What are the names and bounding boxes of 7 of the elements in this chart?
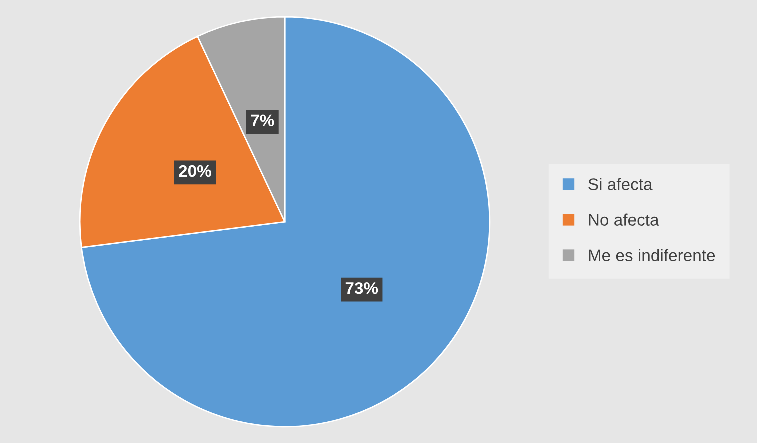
legend-label: Si afecta xyxy=(588,178,653,190)
data-label: 73% xyxy=(346,282,378,294)
data-label: 20% xyxy=(179,165,212,178)
legend-label: No afecta xyxy=(589,214,660,226)
pie-slice xyxy=(80,16,491,428)
data-label: 7% xyxy=(251,114,274,126)
legend-label: Me es indiferente xyxy=(589,249,716,262)
